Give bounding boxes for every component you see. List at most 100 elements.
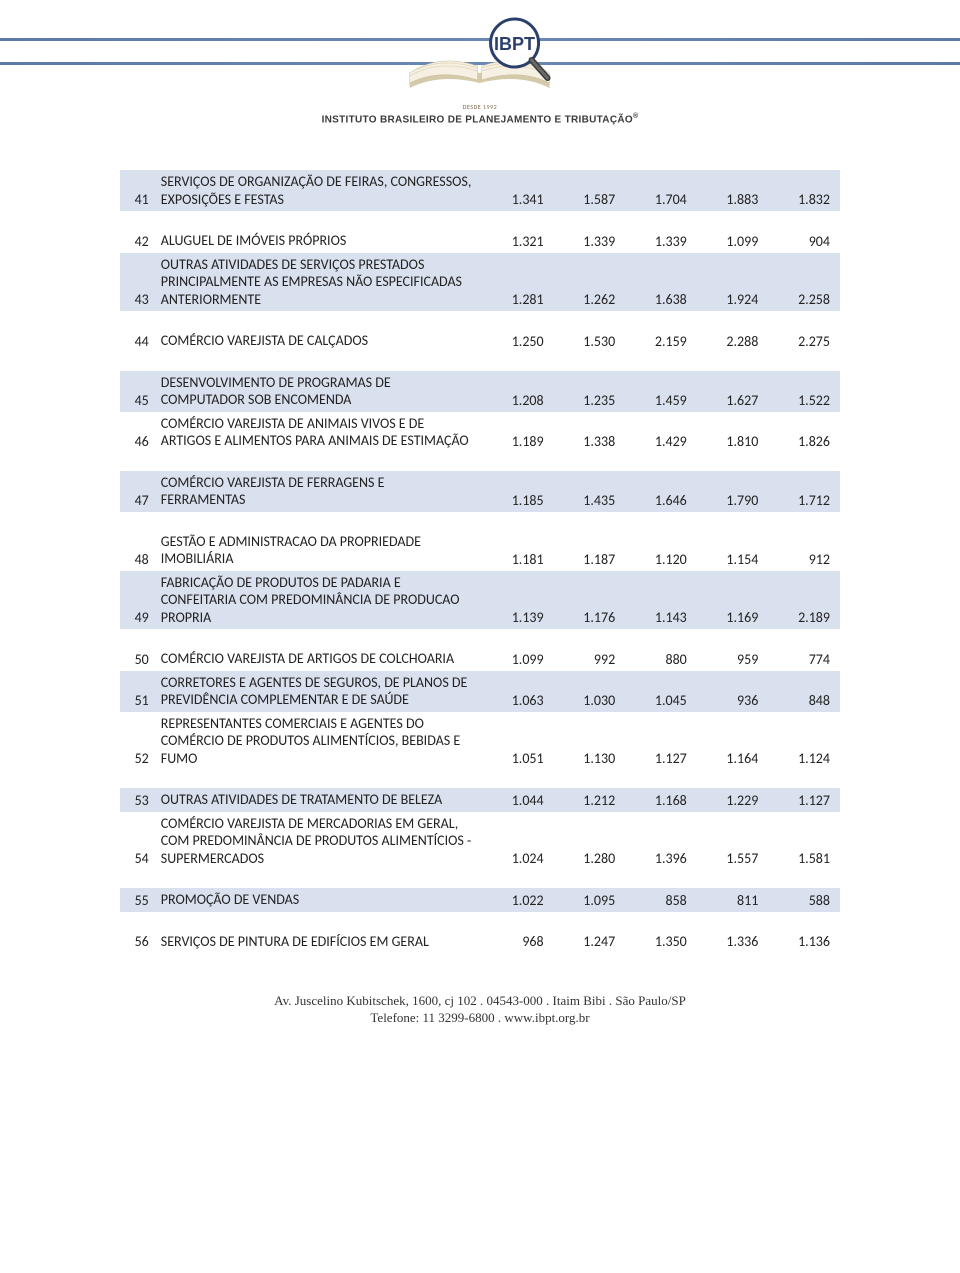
- row-value: 1.581: [768, 812, 840, 871]
- row-value: 1.924: [697, 253, 769, 312]
- row-value: 936: [697, 671, 769, 712]
- row-value: 904: [768, 229, 840, 253]
- row-index: 51: [120, 671, 155, 712]
- logo-icon: IBPT: [390, 8, 570, 103]
- row-value: 1.587: [554, 170, 626, 211]
- table-row: 41SERVIÇOS DE ORGANIZAÇÃO DE FEIRAS, CON…: [120, 170, 840, 211]
- row-value: 1.024: [482, 812, 554, 871]
- row-value: 1.638: [625, 253, 697, 312]
- row-value: 1.063: [482, 671, 554, 712]
- org-name: INSTITUTO BRASILEIRO DE PLANEJAMENTO E T…: [322, 113, 639, 125]
- row-value: 1.810: [697, 412, 769, 453]
- table-row: 49FABRICAÇÃO DE PRODUTOS DE PADARIA E CO…: [120, 571, 840, 630]
- row-value: 1.396: [625, 812, 697, 871]
- row-value: 1.212: [554, 788, 626, 812]
- row-description: SERVIÇOS DE ORGANIZAÇÃO DE FEIRAS, CONGR…: [155, 170, 482, 211]
- row-value: 1.168: [625, 788, 697, 812]
- row-value: 2.275: [768, 329, 840, 353]
- row-value: 1.164: [697, 712, 769, 771]
- table-row: 50COMÉRCIO VAREJISTA DE ARTIGOS DE COLCH…: [120, 647, 840, 671]
- row-value: 1.208: [482, 371, 554, 412]
- row-value: 1.185: [482, 471, 554, 512]
- row-index: 55: [120, 888, 155, 912]
- table-row: 47COMÉRCIO VAREJISTA DE FERRAGENS E FERR…: [120, 471, 840, 512]
- row-description: COMÉRCIO VAREJISTA DE MERCADORIAS EM GER…: [155, 812, 482, 871]
- table-row: 54COMÉRCIO VAREJISTA DE MERCADORIAS EM G…: [120, 812, 840, 871]
- row-description: CORRETORES E AGENTES DE SEGUROS, DE PLAN…: [155, 671, 482, 712]
- table-row: 48GESTÃO E ADMINISTRACAO DA PROPRIEDADE …: [120, 530, 840, 571]
- table-row: 44COMÉRCIO VAREJISTA DE CALÇADOS1.2501.5…: [120, 329, 840, 353]
- row-index: 53: [120, 788, 155, 812]
- row-value: 1.022: [482, 888, 554, 912]
- table-row: 46COMÉRCIO VAREJISTA DE ANIMAIS VIVOS E …: [120, 412, 840, 453]
- row-value: 858: [625, 888, 697, 912]
- table-row: 45DESENVOLVIMENTO DE PROGRAMAS DE COMPUT…: [120, 371, 840, 412]
- row-index: 41: [120, 170, 155, 211]
- row-description: OUTRAS ATIVIDADES DE SERVIÇOS PRESTADOS …: [155, 253, 482, 312]
- row-value: 959: [697, 647, 769, 671]
- row-value: 2.288: [697, 329, 769, 353]
- table-row: 42ALUGUEL DE IMÓVEIS PRÓPRIOS1.3211.3391…: [120, 229, 840, 253]
- row-value: 1.181: [482, 530, 554, 571]
- row-value: 1.557: [697, 812, 769, 871]
- row-value: 1.627: [697, 371, 769, 412]
- spacer-row: [120, 311, 840, 329]
- row-index: 45: [120, 371, 155, 412]
- row-value: 2.159: [625, 329, 697, 353]
- row-index: 42: [120, 229, 155, 253]
- row-value: 1.247: [554, 930, 626, 954]
- footer-contact: Telefone: 11 3299-6800 . www.ibpt.org.br: [0, 1010, 960, 1027]
- table-row: 56SERVIÇOS DE PINTURA DE EDIFÍCIOS EM GE…: [120, 930, 840, 954]
- row-value: 811: [697, 888, 769, 912]
- row-index: 44: [120, 329, 155, 353]
- row-value: 1.790: [697, 471, 769, 512]
- spacer-row: [120, 870, 840, 888]
- row-value: 1.350: [625, 930, 697, 954]
- row-description: FABRICAÇÃO DE PRODUTOS DE PADARIA E CONF…: [155, 571, 482, 630]
- spacer-row: [120, 629, 840, 647]
- row-value: 1.045: [625, 671, 697, 712]
- row-description: GESTÃO E ADMINISTRACAO DA PROPRIEDADE IM…: [155, 530, 482, 571]
- row-value: 1.136: [768, 930, 840, 954]
- row-description: ALUGUEL DE IMÓVEIS PRÓPRIOS: [155, 229, 482, 253]
- row-value: 2.189: [768, 571, 840, 630]
- row-value: 1.704: [625, 170, 697, 211]
- table-row: 52REPRESENTANTES COMERCIAIS E AGENTES DO…: [120, 712, 840, 771]
- row-value: 1.176: [554, 571, 626, 630]
- row-value: 1.189: [482, 412, 554, 453]
- spacer-row: [120, 770, 840, 788]
- row-index: 43: [120, 253, 155, 312]
- row-index: 54: [120, 812, 155, 871]
- table-row: 51CORRETORES E AGENTES DE SEGUROS, DE PL…: [120, 671, 840, 712]
- row-value: 1.338: [554, 412, 626, 453]
- row-value: 1.826: [768, 412, 840, 453]
- row-value: 1.051: [482, 712, 554, 771]
- row-description: COMÉRCIO VAREJISTA DE FERRAGENS E FERRAM…: [155, 471, 482, 512]
- row-value: 588: [768, 888, 840, 912]
- row-value: 1.530: [554, 329, 626, 353]
- row-index: 48: [120, 530, 155, 571]
- row-value: 968: [482, 930, 554, 954]
- row-value: 1.883: [697, 170, 769, 211]
- row-index: 47: [120, 471, 155, 512]
- row-value: 1.235: [554, 371, 626, 412]
- row-value: 1.154: [697, 530, 769, 571]
- row-value: 1.127: [768, 788, 840, 812]
- row-value: 2.258: [768, 253, 840, 312]
- table-row: 53OUTRAS ATIVIDADES DE TRATAMENTO DE BEL…: [120, 788, 840, 812]
- row-value: 1.429: [625, 412, 697, 453]
- row-value: 1.339: [554, 229, 626, 253]
- row-value: 1.832: [768, 170, 840, 211]
- row-index: 56: [120, 930, 155, 954]
- row-value: 1.435: [554, 471, 626, 512]
- row-value: 1.099: [482, 647, 554, 671]
- row-value: 1.044: [482, 788, 554, 812]
- row-value: 912: [768, 530, 840, 571]
- spacer-row: [120, 512, 840, 530]
- row-description: COMÉRCIO VAREJISTA DE ANIMAIS VIVOS E DE…: [155, 412, 482, 453]
- row-value: 1.187: [554, 530, 626, 571]
- row-value: 1.095: [554, 888, 626, 912]
- row-value: 1.280: [554, 812, 626, 871]
- row-value: 1.030: [554, 671, 626, 712]
- row-value: 1.143: [625, 571, 697, 630]
